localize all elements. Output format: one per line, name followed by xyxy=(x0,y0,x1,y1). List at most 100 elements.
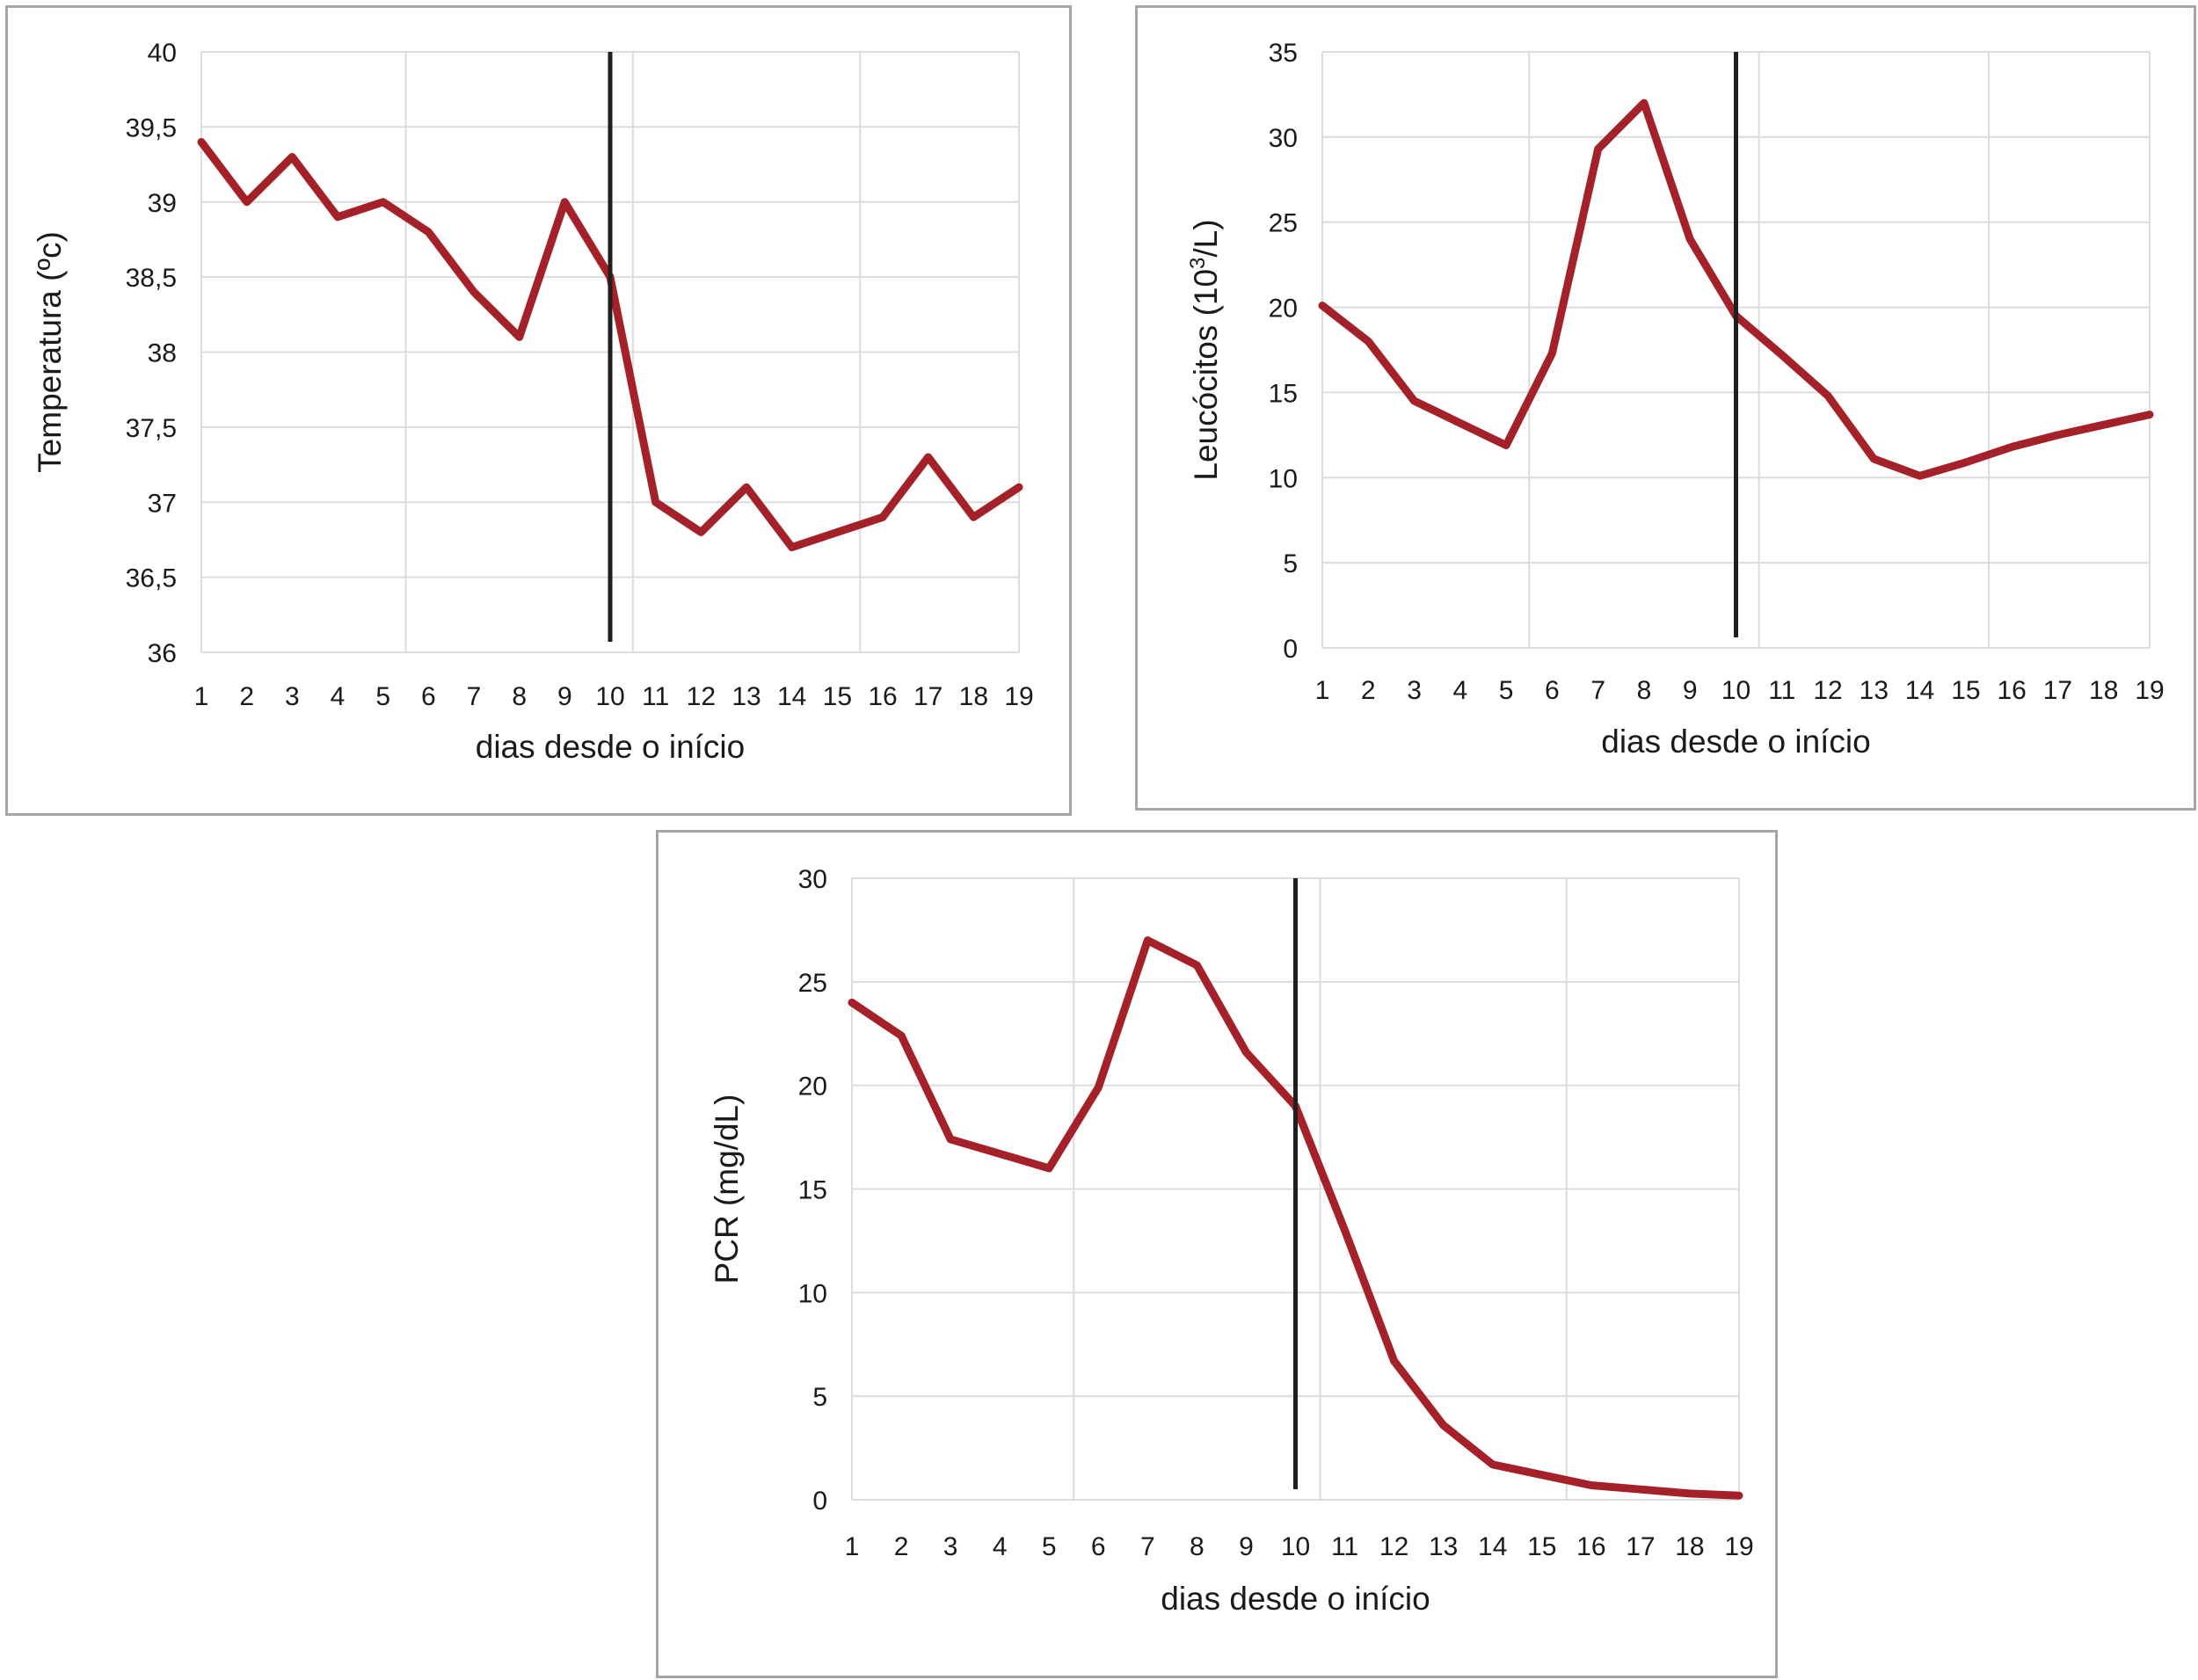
y-tick-label: 5 xyxy=(1283,549,1298,578)
data-point xyxy=(1018,486,1020,489)
x-tick-label: 9 xyxy=(557,682,572,711)
x-tick-label: 8 xyxy=(1190,1532,1205,1561)
x-tick-label: 5 xyxy=(375,682,390,711)
data-point xyxy=(1442,1424,1445,1427)
x-tick-label: 16 xyxy=(1576,1532,1605,1561)
data-point xyxy=(1918,475,1921,477)
x-tick-label: 4 xyxy=(331,682,346,711)
y-tick-label: 5 xyxy=(812,1383,827,1412)
x-tick-label: 2 xyxy=(1361,676,1376,705)
y-tick-label: 25 xyxy=(798,969,827,998)
data-point xyxy=(245,200,248,203)
y-axis-title: Leucócitos (103/L) xyxy=(1186,219,1224,480)
data-point xyxy=(950,1138,952,1140)
data-point xyxy=(790,546,793,549)
temperature-chart-panel: 36 36,5 37 37,5 38 38,5 39 39,5 40 1 2 3 4 5 6 7 8 9 10 11 1… xyxy=(5,5,1072,816)
x-tick-label: 14 xyxy=(1905,676,1934,705)
y-tick-label: 37 xyxy=(148,489,177,518)
data-point xyxy=(473,291,475,294)
y-axis-title: PCR (mg/dL) xyxy=(709,1095,745,1284)
x-tick-label: 10 xyxy=(1721,676,1750,705)
x-tick-label: 19 xyxy=(1004,682,1033,711)
x-tick-label: 3 xyxy=(1407,676,1422,705)
x-tick-label: 7 xyxy=(1590,676,1605,705)
y-tick-label: 10 xyxy=(1269,464,1298,493)
x-tick-label: 3 xyxy=(943,1532,958,1561)
y-tick-label: 0 xyxy=(812,1487,827,1516)
x-tick-label: 1 xyxy=(194,682,209,711)
data-point xyxy=(999,1153,1001,1155)
y-axis-title-main: Temperatura (ºc) xyxy=(32,231,68,473)
data-point xyxy=(1343,1229,1346,1232)
x-tick-label: 11 xyxy=(1331,1532,1358,1561)
x-axis: 1 2 3 4 5 6 7 8 9 10 11 12 13 14 15 16 17 18 19 xyxy=(1315,676,2165,705)
y-tick-label: 36 xyxy=(148,639,177,668)
y-tick-label: 39,5 xyxy=(126,113,177,142)
vertical-gridlines xyxy=(1321,52,2151,648)
y-axis-title-main: PCR (mg/dL) xyxy=(709,1095,745,1284)
y-tick-label: 15 xyxy=(1269,379,1298,408)
data-point xyxy=(1597,148,1599,150)
y-axis-title-superscript: 3 xyxy=(1186,258,1210,269)
x-tick-label: 11 xyxy=(1768,676,1795,705)
x-tick-label: 17 xyxy=(2043,676,2072,705)
x-tick-label: 4 xyxy=(1452,676,1467,705)
data-point xyxy=(927,456,929,459)
x-tick-label: 1 xyxy=(845,1532,860,1561)
x-tick-label: 16 xyxy=(868,682,897,711)
y-tick-label: 20 xyxy=(798,1073,827,1102)
data-point xyxy=(564,200,566,203)
y-tick-label: 0 xyxy=(1283,635,1298,664)
data-point xyxy=(1459,422,1461,425)
data-point xyxy=(1827,395,1830,397)
data-point xyxy=(1639,1488,1641,1491)
x-tick-label: 8 xyxy=(512,682,527,711)
x-axis-title: dias desde o início xyxy=(1601,724,1870,760)
x-tick-label: 19 xyxy=(1724,1532,1753,1561)
y-tick-label: 38 xyxy=(148,339,177,368)
data-point xyxy=(2056,433,2059,436)
y-tick-label: 37,5 xyxy=(126,414,177,443)
data-point xyxy=(882,516,884,519)
x-tick-label: 15 xyxy=(1951,676,1980,705)
x-tick-label: 14 xyxy=(777,682,806,711)
data-point xyxy=(1048,1167,1051,1169)
y-tick-label: 15 xyxy=(798,1176,827,1205)
y-tick-label: 38,5 xyxy=(126,264,177,293)
data-point xyxy=(1590,1484,1592,1487)
y-axis: 0 5 10 15 20 25 30 xyxy=(798,865,1739,1516)
data-point xyxy=(427,230,430,233)
x-tick-label: 18 xyxy=(2089,676,2118,705)
x-tick-label: 7 xyxy=(467,682,482,711)
data-point xyxy=(1964,461,1967,463)
data-point xyxy=(1873,457,1875,460)
data-point xyxy=(2011,446,2013,448)
x-tick-label: 5 xyxy=(1042,1532,1057,1561)
x-tick-label: 6 xyxy=(1545,676,1560,705)
x-tick-label: 17 xyxy=(1626,1532,1655,1561)
data-point xyxy=(1780,353,1783,356)
x-tick-label: 19 xyxy=(2135,676,2164,705)
x-tick-label: 2 xyxy=(239,682,254,711)
x-tick-label: 13 xyxy=(731,682,761,711)
data-point xyxy=(200,141,202,143)
x-tick-label: 16 xyxy=(1997,676,2026,705)
data-point xyxy=(1413,400,1416,403)
data-point xyxy=(654,501,657,504)
data-point xyxy=(337,215,338,218)
x-tick-label: 6 xyxy=(1091,1532,1106,1561)
x-axis-title: dias desde o início xyxy=(476,729,745,765)
x-tick-label: 4 xyxy=(993,1532,1008,1561)
x-tick-label: 5 xyxy=(1499,676,1514,705)
y-tick-label: 30 xyxy=(1269,124,1298,153)
leukocytes-chart-panel: 0 5 10 15 20 25 30 35 1 2 3 4 5 6 7 8 9 10 11 12 13 14 15 16 17 1… xyxy=(1135,5,2196,811)
data-point xyxy=(746,486,747,489)
y-tick-label: 35 xyxy=(1269,39,1298,68)
pcr-chart-panel: 0 5 10 15 20 25 30 1 2 3 4 5 6 7 8 9 10 11 12 13 14 15 16 17 18 1… xyxy=(656,830,1778,1678)
data-point xyxy=(1367,340,1370,343)
x-tick-label: 9 xyxy=(1683,676,1698,705)
x-tick-label: 1 xyxy=(1315,676,1330,705)
data-point xyxy=(1551,352,1554,354)
